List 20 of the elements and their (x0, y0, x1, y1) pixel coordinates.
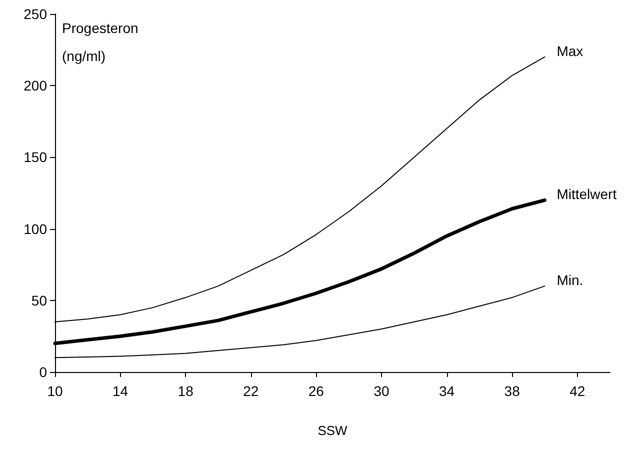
x-tick-label: 18 (178, 383, 194, 399)
x-tick-label: 30 (374, 383, 390, 399)
y-tick-label: 150 (24, 149, 48, 166)
x-tick-label: 42 (570, 383, 586, 399)
series-label: Min. (556, 272, 584, 288)
x-tick-label: 22 (243, 383, 259, 399)
y-tick-label: 200 (24, 78, 48, 94)
y-tick-label: 0 (39, 364, 48, 380)
series-label: Max (556, 42, 584, 59)
x-tick-label: 38 (504, 383, 520, 399)
y-tick-label: 250 (24, 6, 48, 22)
x-tick-label: 26 (308, 383, 324, 399)
x-tick-label: 14 (112, 383, 128, 399)
y-tick-label: 100 (24, 220, 48, 237)
x-axis-title: SSW (318, 423, 348, 438)
y-tick-label: 50 (31, 292, 48, 308)
series-label: Mittelwert (556, 186, 617, 202)
x-tick-label: 10 (47, 383, 63, 399)
x-tick-label: 34 (438, 383, 455, 399)
y-axis-title: Progesteron (ng/ml) (62, 20, 138, 64)
